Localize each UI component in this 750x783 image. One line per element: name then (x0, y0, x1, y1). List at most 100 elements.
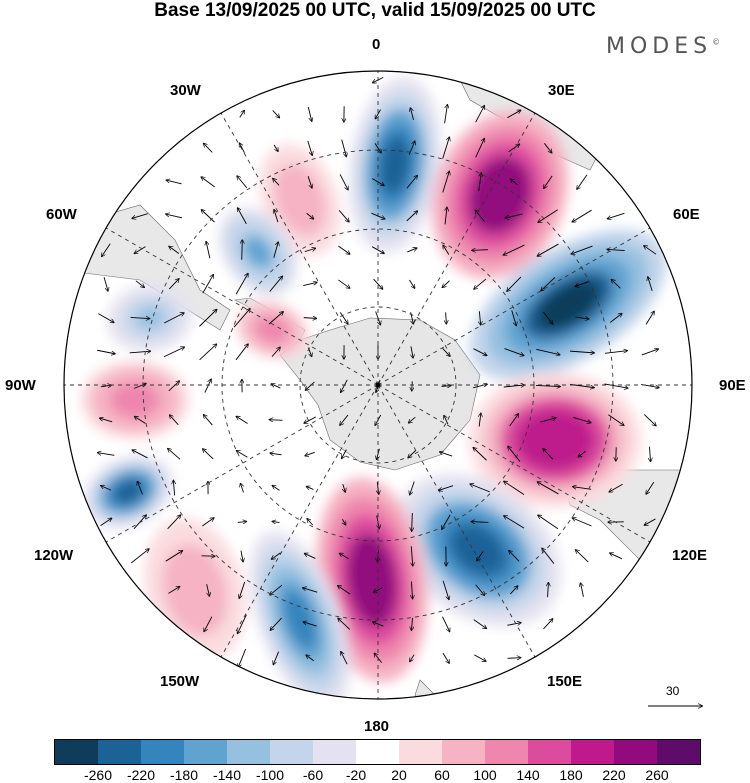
wind-vector (442, 280, 450, 288)
wind-vector (407, 248, 416, 253)
wind-vector (165, 551, 183, 562)
wind-vector (306, 655, 314, 662)
wind-vector (166, 180, 182, 185)
wind-vector (303, 282, 316, 287)
longitude-label-120w: 120W (34, 547, 74, 564)
longitude-label-120e: 120E (672, 547, 708, 564)
wind-vector (604, 351, 627, 354)
colorbar-tick-label: -140 (212, 767, 242, 783)
anomaly-center (249, 530, 351, 699)
wind-vector (305, 451, 315, 455)
wind-vector (307, 519, 314, 526)
wind-vector (274, 210, 279, 223)
wind-vector (411, 617, 412, 630)
colorbar-tick-label: -100 (255, 767, 285, 783)
wind-vector (273, 144, 278, 151)
wind-vector (100, 518, 112, 526)
wind-vector (374, 143, 381, 152)
wind-vector (411, 546, 413, 565)
wind-vector (544, 175, 553, 188)
wind-vector (538, 482, 559, 495)
colorbar (54, 739, 701, 765)
map-title: Base 13/09/2025 00 UTC, valid 15/09/2025… (154, 0, 596, 21)
wind-vector (339, 312, 348, 323)
wind-vector (166, 214, 183, 219)
brand-text: MODES (606, 34, 713, 59)
wind-vector (543, 619, 552, 630)
wind-vector (201, 177, 215, 188)
wind-vector (342, 518, 345, 525)
wind-vector (573, 487, 592, 490)
wind-vector (576, 281, 589, 287)
wind-vector (130, 549, 149, 564)
wind-vector (304, 248, 315, 253)
wind-vector (610, 553, 623, 560)
wind-vector (238, 614, 247, 634)
longitude-label-30w: 30W (170, 82, 201, 99)
wind-vector (241, 484, 244, 493)
wind-vector (474, 278, 487, 289)
wind-vector (199, 344, 217, 361)
wind-vector (173, 481, 174, 496)
wind-vector (507, 276, 522, 291)
colorbar-tick-label: 100 (473, 767, 497, 783)
wind-vector (505, 213, 523, 218)
colorbar-segment (313, 740, 356, 764)
wind-vector (204, 379, 211, 393)
wind-vector (573, 416, 590, 422)
wind-vector (340, 553, 349, 559)
wind-vector (475, 139, 485, 158)
wind-vector (103, 277, 108, 291)
wind-vector (572, 209, 592, 222)
map-disc (64, 71, 692, 699)
wind-vector (571, 245, 593, 254)
wind-vector (445, 208, 447, 225)
wind-vector (168, 381, 179, 392)
wind-vector (411, 581, 412, 598)
wind-vector (98, 453, 115, 456)
wind-vector (270, 420, 283, 421)
modes-logo: MODES© (606, 34, 720, 59)
wind-vector (538, 515, 559, 530)
wind-vector (307, 487, 314, 490)
anomaly-center (235, 300, 309, 360)
wind-vector (272, 552, 281, 559)
antarctica-land (279, 317, 481, 471)
colorbar-tick-label: -260 (83, 767, 113, 783)
wind-vector (504, 481, 525, 495)
wind-vector (97, 349, 115, 353)
wind-vector (132, 213, 148, 219)
wind-vector (163, 347, 184, 358)
wind-vector (272, 110, 280, 117)
wind-vector (548, 583, 549, 598)
wind-vector (478, 173, 482, 191)
anomaly-field (80, 76, 667, 699)
wind-vector (307, 106, 311, 121)
wind-vector (377, 448, 380, 459)
wind-vector (202, 210, 215, 223)
longitude-label-0: 0 (372, 36, 381, 53)
wind-vector (410, 108, 414, 120)
wind-vector (570, 383, 594, 387)
wind-vector (479, 413, 481, 427)
wind-vector (511, 179, 518, 186)
wind-vector (538, 243, 559, 256)
wind-vector (168, 279, 179, 290)
wind-vector (204, 415, 213, 426)
wind-vector (341, 652, 348, 665)
wind-vector (509, 414, 519, 427)
wind-vector (134, 384, 146, 389)
wind-vector (508, 446, 521, 462)
wind-vector (270, 584, 283, 595)
wind-vector (167, 515, 181, 530)
wind-vector (239, 581, 246, 598)
colorbar-segment (356, 740, 399, 764)
wind-vector (409, 416, 416, 423)
longitude-label-90w: 90W (5, 377, 36, 394)
anomaly-center (83, 455, 173, 529)
wind-vector (306, 212, 314, 219)
colorbar-segment (571, 740, 614, 764)
wind-vector (273, 651, 280, 665)
longitude-label-60w: 60W (46, 206, 77, 223)
wind-vector (406, 211, 418, 222)
